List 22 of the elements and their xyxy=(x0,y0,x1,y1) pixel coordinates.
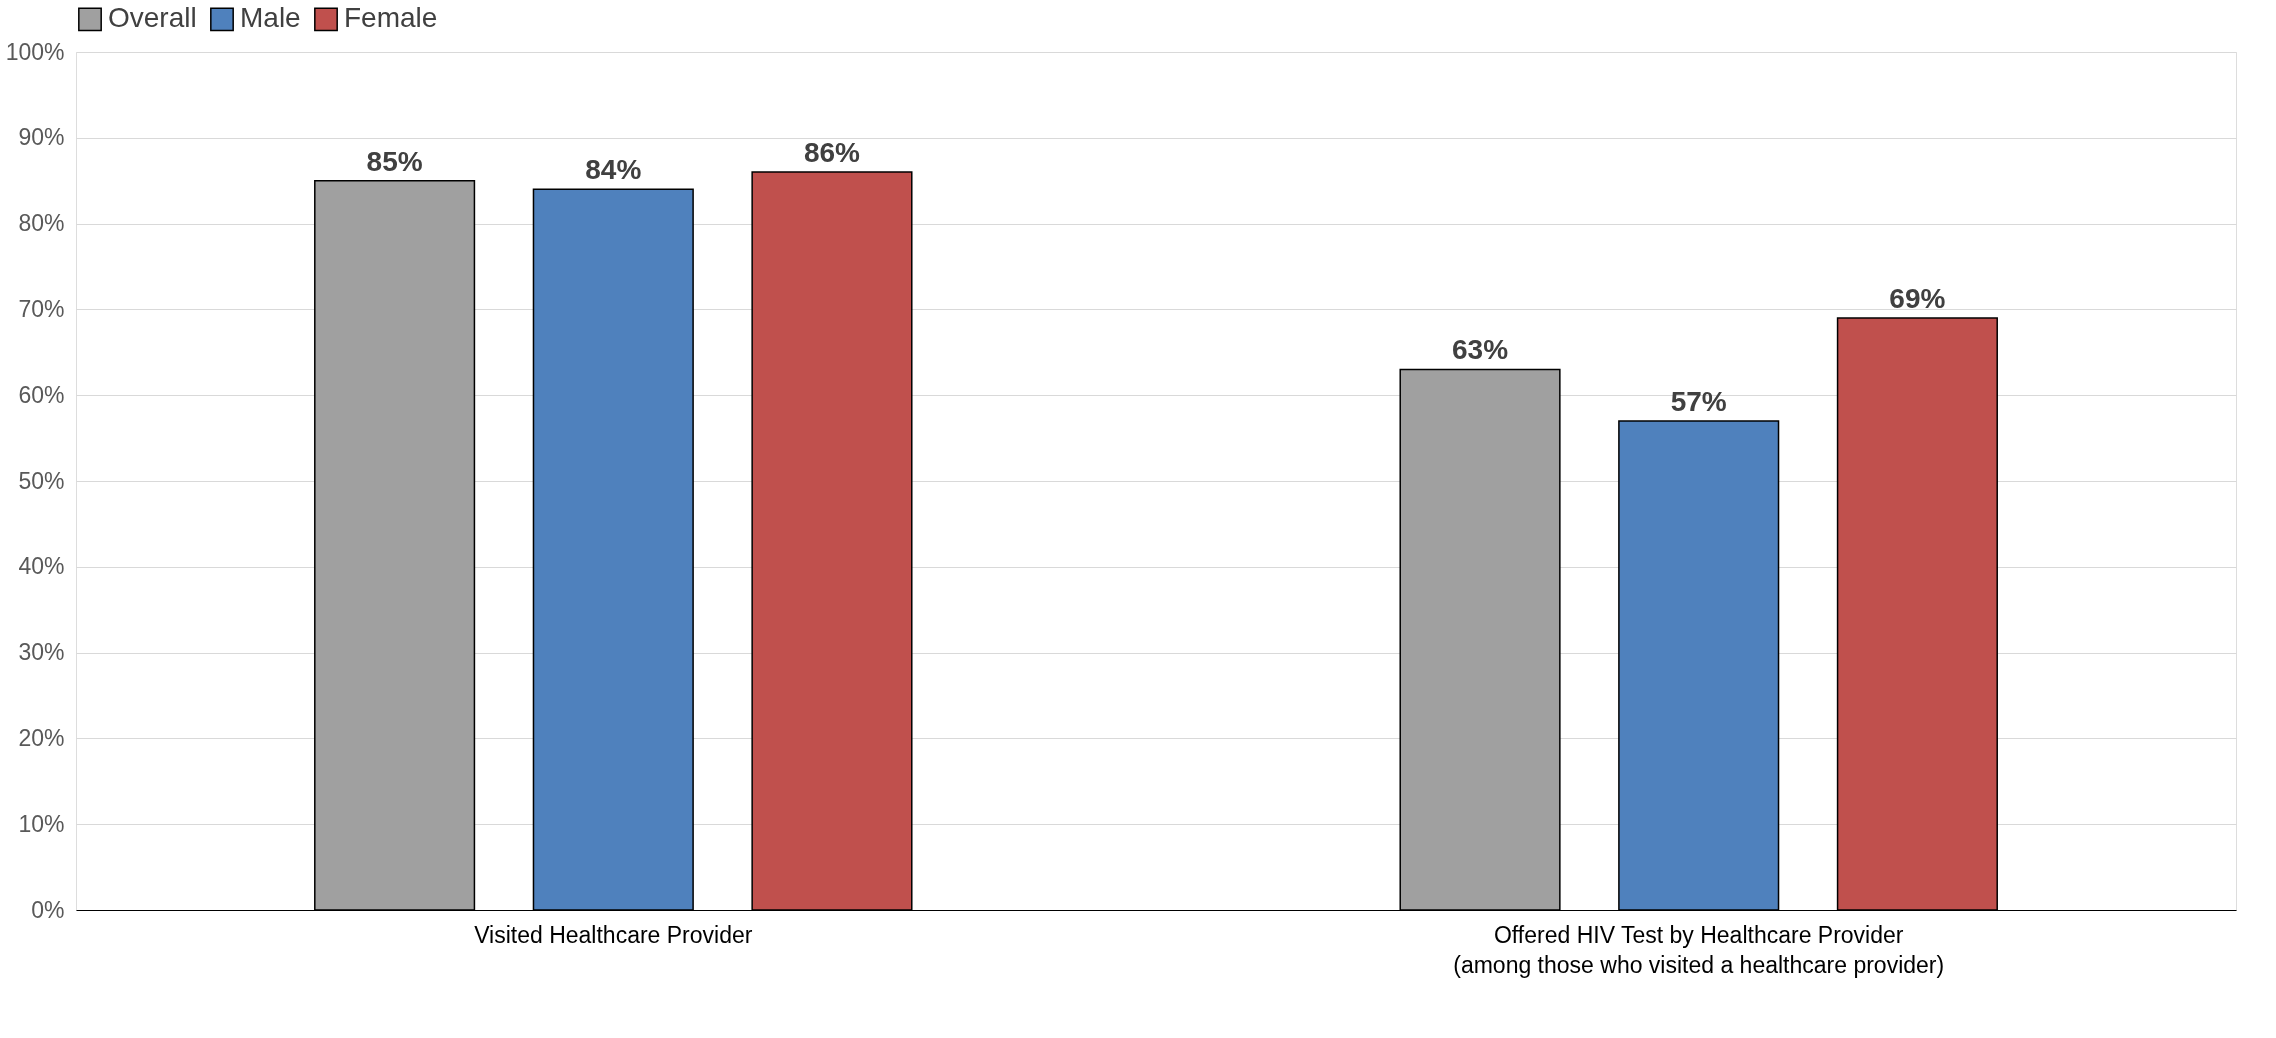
x-tick-label: Offered HIV Test by Healthcare Provider (among those who visited a healthcare provider) xyxy=(1453,921,1945,978)
y-tick-label: 30% xyxy=(18,639,65,666)
y-tick-label: 60% xyxy=(18,381,65,408)
data-label: 86% xyxy=(803,137,861,169)
data-label: 85% xyxy=(366,145,423,177)
x-tick-label: Visited Healthcare Provider xyxy=(474,921,753,948)
y-tick-label: 20% xyxy=(18,724,65,751)
y-tick-label: 50% xyxy=(18,467,65,494)
legend-label: Male xyxy=(240,2,301,34)
y-tick-label: 0% xyxy=(31,896,65,923)
legend-label: Overall xyxy=(108,2,197,34)
y-tick-label: 90% xyxy=(18,124,65,151)
y-tick-label: 10% xyxy=(18,810,65,837)
data-label: 57% xyxy=(1670,385,1727,417)
data-label: 69% xyxy=(1889,282,1946,314)
data-label: 84% xyxy=(585,154,642,186)
y-tick-label: 40% xyxy=(18,553,65,580)
data-label: 63% xyxy=(1452,334,1509,366)
y-tick-label: 80% xyxy=(18,210,65,237)
y-tick-label: 100% xyxy=(5,38,65,65)
legend-label: Female xyxy=(344,2,438,34)
y-tick-label: 70% xyxy=(18,295,65,322)
